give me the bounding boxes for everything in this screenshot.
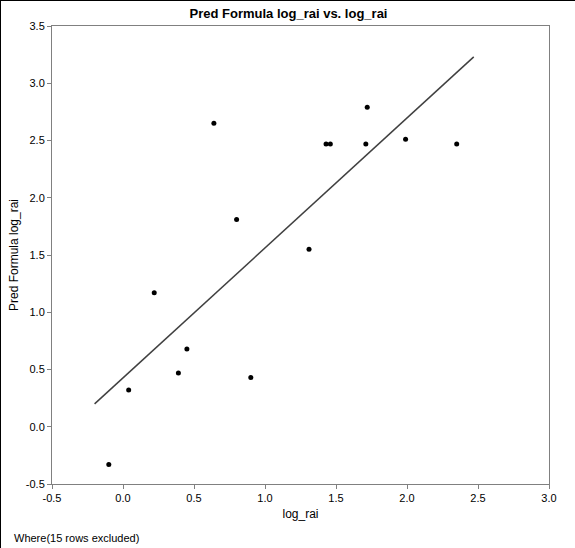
- svg-text:0.5: 0.5: [30, 363, 45, 375]
- svg-text:2.0: 2.0: [30, 192, 45, 204]
- svg-text:2.5: 2.5: [470, 492, 485, 504]
- svg-text:3.5: 3.5: [30, 20, 45, 32]
- svg-text:1.0: 1.0: [257, 492, 272, 504]
- svg-text:Pred Formula log_rai vs. log_r: Pred Formula log_rai vs. log_rai: [190, 6, 388, 21]
- svg-text:1.0: 1.0: [30, 306, 45, 318]
- svg-text:0.5: 0.5: [186, 492, 201, 504]
- svg-text:-0.5: -0.5: [43, 492, 62, 504]
- svg-text:0.0: 0.0: [30, 421, 45, 433]
- svg-text:2.0: 2.0: [399, 492, 414, 504]
- svg-text:1.5: 1.5: [30, 249, 45, 261]
- svg-text:Pred Formula log_rai: Pred Formula log_rai: [7, 199, 21, 311]
- svg-text:3.0: 3.0: [541, 492, 556, 504]
- svg-text:Where(15 rows excluded): Where(15 rows excluded): [14, 532, 139, 544]
- svg-text:1.5: 1.5: [328, 492, 343, 504]
- svg-text:0.0: 0.0: [115, 492, 130, 504]
- svg-text:-0.5: -0.5: [26, 478, 45, 490]
- svg-text:2.5: 2.5: [30, 134, 45, 146]
- svg-text:log_rai: log_rai: [282, 507, 318, 521]
- svg-text:3.0: 3.0: [30, 77, 45, 89]
